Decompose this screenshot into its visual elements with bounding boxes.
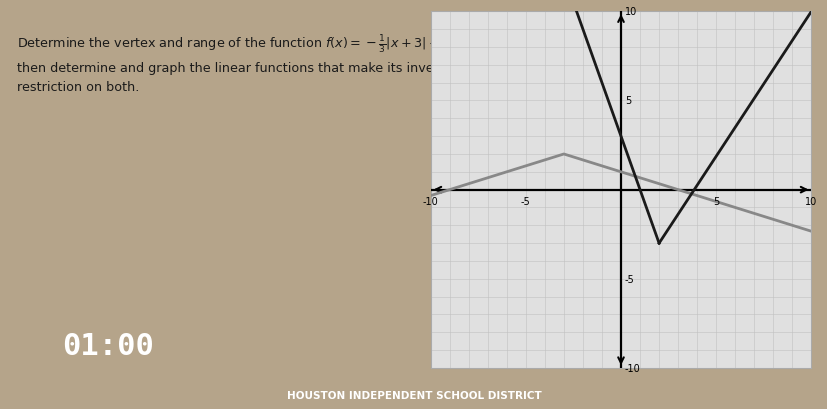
Text: HOUSTON INDEPENDENT SCHOOL DISTRICT: HOUSTON INDEPENDENT SCHOOL DISTRICT: [286, 390, 541, 400]
Text: -10: -10: [624, 363, 640, 373]
Text: 10: 10: [624, 7, 636, 17]
Text: 5: 5: [624, 96, 630, 106]
Text: 10: 10: [805, 196, 816, 207]
Text: -5: -5: [624, 274, 633, 284]
Text: -5: -5: [520, 196, 530, 207]
Text: -10: -10: [422, 196, 438, 207]
Text: 5: 5: [712, 196, 719, 207]
Text: 01:00: 01:00: [62, 331, 153, 360]
Text: Determine the vertex and range of the function $f(x) = -\frac{1}{3}|x + 3| + 2$.: Determine the vertex and range of the fu…: [17, 33, 605, 94]
